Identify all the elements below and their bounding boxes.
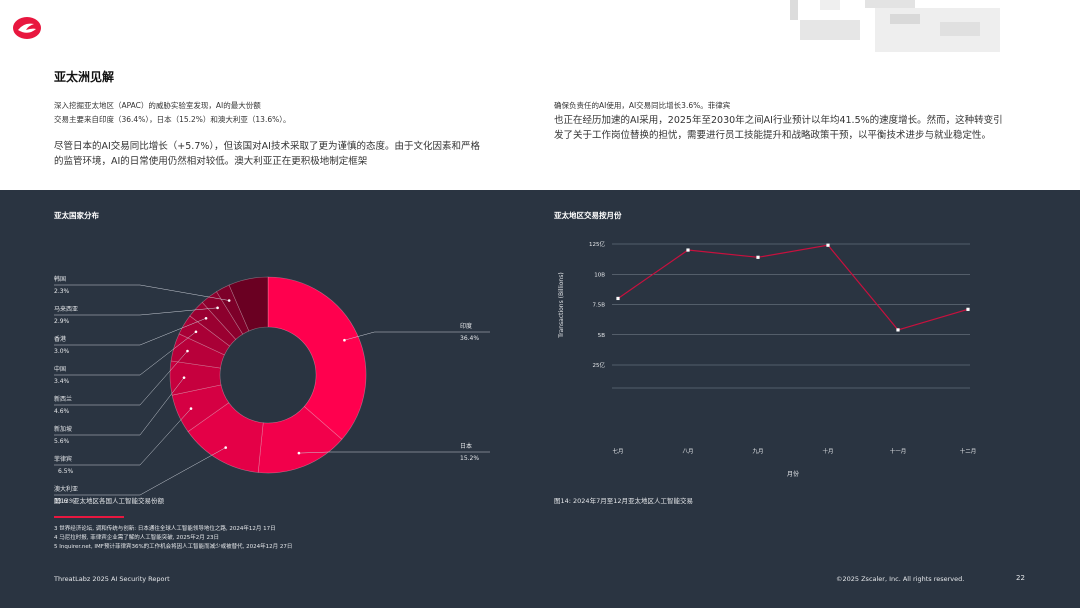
footnote-4: 4 马尼拉时报, 菲律宾企业需了解的人工智能突破, 2025年2月 23日 <box>54 535 219 541</box>
charts-section: 亚太国家分布 亚太地区交易按月份 韩国 2.3% 马来西亚 2.9% 香港 3.0% 中国 3… <box>0 190 1080 608</box>
line-section-title: 亚太地区交易按月份 <box>554 211 622 220</box>
donut-label-name: 菲律宾 <box>54 456 73 463</box>
donut-leader-dot <box>297 451 301 455</box>
donut-label-value: 2.3% <box>54 288 70 295</box>
zscaler-logo-icon <box>13 17 41 39</box>
donut-slice <box>216 284 250 335</box>
page-title: 亚太洲见解 <box>54 70 115 84</box>
donut-slice <box>257 406 343 474</box>
donut-label-value: 3.4% <box>54 378 70 385</box>
donut-slice <box>187 402 264 473</box>
donut-label-name: 日本 <box>460 443 473 450</box>
donut-leader-line <box>344 331 490 341</box>
donut-label-name: 澳大利亚 <box>54 486 79 493</box>
decorative-pattern <box>790 0 1000 52</box>
donut-chart <box>54 276 490 496</box>
y-tick-label: 125亿 <box>589 240 605 248</box>
donut-leader-dot <box>204 316 208 320</box>
donut-leader-dot <box>189 407 193 410</box>
data-point <box>616 296 620 301</box>
donut-slice <box>267 276 367 440</box>
footer-report-name: ThreatLabz 2025 AI Security Report <box>54 575 170 583</box>
donut-label-value: 6.5% <box>58 468 74 475</box>
donut-leader-dot <box>227 299 231 302</box>
intro-text-small-1: 深入挖掘亚太地区（APAC）的威胁实验室发现，AI的最大份额 <box>54 101 261 110</box>
data-point <box>966 307 970 311</box>
x-tick-label: 九月 <box>752 447 763 455</box>
y-axis-label: Transactions (Billions) <box>558 272 565 338</box>
donut-slice <box>228 276 269 332</box>
donut-leader-line <box>54 318 207 346</box>
donut-leader-line <box>54 350 188 406</box>
data-point <box>896 328 900 332</box>
data-point <box>756 255 760 259</box>
donut-label-value: 15.2% <box>460 455 480 462</box>
x-tick-label: 十二月 <box>960 447 977 455</box>
y-tick-label: 10B <box>594 272 605 278</box>
intro-right-2: 发了关于工作岗位替换的担忧，需要进行员工技能提升和战略政策干预，以平衡技术进步与… <box>554 130 992 141</box>
donut-leader-dot <box>216 306 219 310</box>
donut-label-value: 3.0% <box>54 348 70 355</box>
intro-section: 亚太洲见解 深入挖掘亚太地区（APAC）的威胁实验室发现，AI的最大份额 交易主… <box>0 0 1080 190</box>
page-number: 22 <box>1016 574 1025 582</box>
donut-label-value: 36.4% <box>460 335 480 342</box>
donut-leader-line <box>298 451 490 454</box>
footnote-divider <box>54 516 124 518</box>
intro-text-small-2: 交易主要来自印度（36.4%），日本（15.2%）和澳大利亚（13.6%）。 <box>54 115 291 124</box>
intro-text-2: 的监管环境，AI的日常使用仍然相对较低。澳大利亚正在更积极地制定框架 <box>54 156 368 167</box>
y-tick-label: 5B <box>598 333 605 339</box>
donut-caption: 图13: 亚太地区各国人工智能交易份额 <box>54 497 165 505</box>
donut-leader-line <box>54 377 185 436</box>
donut-leader-line <box>54 307 218 316</box>
y-tick-label: 7.5B <box>592 303 605 309</box>
donut-leader-line <box>54 284 230 301</box>
footer-copyright: ©2025 Zscaler, Inc. All rights reserved. <box>836 575 965 583</box>
donut-label-name: 新西兰 <box>54 396 73 403</box>
donut-label-name: 中国 <box>54 366 67 373</box>
donut-label-name: 印度 <box>460 323 473 330</box>
x-axis-label: 月份 <box>787 470 799 478</box>
donut-leader-dot <box>182 376 186 379</box>
donut-section-title: 亚太国家分布 <box>54 211 99 220</box>
data-point <box>826 243 830 247</box>
line-chart: 125亿 10B 7.5B 5B 25亿 Transactions (Billions) 七… <box>558 240 977 478</box>
donut-leader-dot <box>186 349 189 353</box>
donut-label-value: 13.6 % <box>54 498 75 505</box>
x-tick-label: 七月 <box>612 447 623 455</box>
donut-label-value: 5.6% <box>54 438 70 445</box>
donut-label-name: 香港 <box>54 336 67 343</box>
donut-label-value: 4.6% <box>54 408 70 415</box>
donut-leader-line <box>54 408 192 466</box>
donut-slice <box>171 384 230 433</box>
footnote-3: 3 世界经济论坛, 调和传统与创新: 日本通往全球人工智能领导地位之路, 202… <box>54 526 276 532</box>
intro-text-1: 尽管日本的AI交易同比增长（+5.7%），但该国对AI技术采取了更为谨慎的态度。… <box>54 141 480 152</box>
intro-right-1: 也正在经历加速的AI采用，2025年至2030年之间AI行业预计以年均41.5%… <box>554 115 1003 126</box>
series-line <box>617 244 969 331</box>
donut-leader-dot <box>224 446 227 449</box>
donut-label-name: 马来西亚 <box>54 306 79 313</box>
donut-leader-line <box>54 447 226 496</box>
donut-slice <box>170 333 225 369</box>
donut-label-name: 韩国 <box>54 276 67 283</box>
line-caption: 图14: 2024年7月至12月亚太地区人工智能交易 <box>554 497 693 505</box>
donut-label-value: 2.9% <box>54 318 70 325</box>
x-tick-label: 十一月 <box>890 447 907 455</box>
footnote-5: 5 Inquirer.net, IMF预计菲律宾36%的工作机会将因人工智能而减… <box>54 544 293 550</box>
donut-leader-dot <box>343 338 346 342</box>
donut-leader-line <box>54 331 197 376</box>
data-point <box>686 248 690 252</box>
donut-label-name: 新加坡 <box>54 426 73 433</box>
x-tick-label: 八月 <box>682 448 693 455</box>
x-tick-label: 十月 <box>822 447 833 455</box>
y-tick-label: 25亿 <box>593 361 606 369</box>
donut-leader-dot <box>194 330 198 334</box>
intro-right-small: 确保负责任的AI使用，AI交易同比增长3.6%。菲律宾 <box>554 101 731 110</box>
